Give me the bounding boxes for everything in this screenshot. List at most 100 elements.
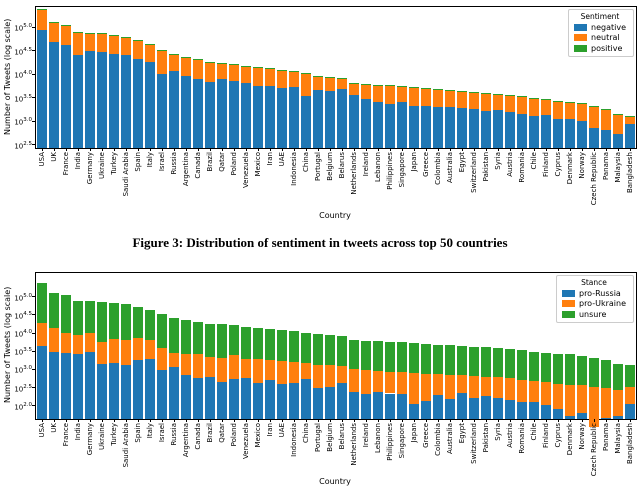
x-tick-mark: [126, 419, 127, 422]
bar-denmark-pro-Ukraine: [565, 384, 575, 417]
bar-qatar-unsure: [217, 324, 227, 358]
x-tick-mark: [42, 148, 43, 151]
x-tick-mark: [606, 419, 607, 422]
x-tick-label-uae: UAE: [277, 423, 286, 438]
bar-chile-pro-Ukraine: [529, 380, 539, 403]
x-tick-label-switzerland: Switzerland: [469, 152, 478, 193]
x-tick-mark: [54, 419, 55, 422]
y-tick-mark: [32, 368, 35, 370]
x-tick-mark: [522, 148, 523, 151]
x-tick-mark: [294, 419, 295, 422]
x-tick-label-japan: Japan: [409, 152, 418, 172]
bar-norway-neutral: [577, 104, 587, 121]
x-tick-label-portugal: Portugal: [313, 423, 322, 452]
x-tick-mark: [558, 419, 559, 422]
bar-italy-negative: [145, 61, 155, 148]
bar-greece-pro-Russia: [421, 401, 431, 419]
bar-iran-pro-Ukraine: [265, 360, 275, 381]
x-tick-label-syria: Syria: [493, 152, 502, 170]
bar-australia-unsure: [445, 345, 455, 375]
x-tick-label-philippines: Philippines: [385, 152, 394, 190]
legend-title: Stance: [581, 278, 607, 287]
bar-egypt-unsure: [457, 345, 467, 376]
bar-indonesia-positive: [289, 70, 299, 72]
bar-israel-unsure: [157, 314, 167, 348]
bar-argentina-pro-Russia: [181, 374, 191, 419]
x-tick-mark: [198, 419, 199, 422]
bar-chile-pro-Russia: [529, 402, 539, 419]
bar-egypt-positive: [457, 90, 467, 92]
x-tick-label-spain: Spain: [133, 152, 142, 172]
bar-uk-pro-Russia: [49, 351, 59, 419]
bar-austria-unsure: [505, 349, 515, 379]
x-tick-label-lebanon: Lebanon: [373, 152, 382, 182]
legend-item-pro-ukraine: pro-Ukraine: [561, 299, 626, 308]
bar-syria-pro-Russia: [493, 397, 503, 419]
x-tick-mark: [162, 148, 163, 151]
bar-greece-pro-Ukraine: [421, 374, 431, 402]
bar-mexico-pro-Russia: [253, 382, 263, 419]
legend: Stance pro-Russia pro-Ukraine unsure: [555, 275, 634, 323]
bar-france-unsure: [61, 295, 71, 334]
x-tick-label-uk: UK: [49, 423, 58, 433]
bar-austria-neutral: [505, 95, 515, 113]
bar-mexico-neutral: [253, 68, 263, 86]
x-tick-label-ireland: Ireland: [361, 423, 370, 448]
x-tick-label-pakistan: Pakistan: [481, 423, 490, 453]
y-tick-mark: [32, 144, 35, 146]
bar-romania-pro-Ukraine: [517, 379, 527, 403]
bar-canada-pro-Ukraine: [193, 354, 203, 379]
bar-venezuela-positive: [241, 65, 251, 67]
legend-swatch-negative: [574, 23, 587, 31]
x-tick-label-switzerland: Switzerland: [469, 423, 478, 464]
x-tick-label-india: India: [73, 152, 82, 170]
x-tick-label-brazil: Brazil: [205, 152, 214, 172]
x-tick-mark: [306, 148, 307, 151]
bar-poland-unsure: [229, 325, 239, 355]
bar-panama-negative: [601, 130, 611, 148]
bar-germany-pro-Ukraine: [85, 333, 95, 352]
x-tick-label-turkey: Turkey: [109, 152, 118, 175]
legend-item-pro-russia: pro-Russia: [561, 289, 626, 298]
x-tick-mark: [102, 419, 103, 422]
x-tick-mark: [546, 419, 547, 422]
bar-pakistan-negative: [481, 111, 491, 148]
bar-malaysia-neutral: [613, 114, 623, 135]
x-tick-mark: [270, 419, 271, 422]
x-tick-label-saudi-arabia: Saudi Arabia: [121, 423, 130, 468]
x-tick-label-usa: USA: [37, 423, 46, 438]
bar-brazil-negative: [205, 82, 215, 148]
x-tick-mark: [342, 419, 343, 422]
bar-canada-positive: [193, 59, 203, 60]
x-tick-mark: [534, 419, 535, 422]
x-tick-label-germany: Germany: [85, 152, 94, 185]
x-tick-mark: [234, 419, 235, 422]
bar-turkey-neutral: [109, 35, 119, 55]
x-tick-label-argentina: Argentina: [181, 152, 190, 187]
x-tick-label-indonesia: Indonesia: [289, 423, 298, 457]
x-tick-mark: [426, 419, 427, 422]
bar-indonesia-unsure: [289, 330, 299, 363]
bar-qatar-positive: [217, 62, 227, 64]
x-tick-mark: [258, 148, 259, 151]
bar-malaysia-positive: [613, 113, 623, 115]
x-tick-label-uk: UK: [49, 152, 58, 162]
bar-finland-neutral: [541, 100, 551, 116]
bar-canada-unsure: [193, 321, 203, 355]
bar-argentina-pro-Ukraine: [181, 353, 191, 375]
bar-czech-republic-pro-Ukraine: [589, 387, 599, 428]
bar-brazil-unsure: [205, 323, 215, 358]
x-tick-mark: [486, 148, 487, 151]
x-tick-mark: [510, 419, 511, 422]
bar-italy-pro-Russia: [145, 358, 155, 419]
bar-india-neutral: [73, 32, 83, 56]
bar-pakistan-neutral: [481, 93, 491, 112]
bar-finland-negative: [541, 115, 551, 148]
x-tick-label-australia: Australia: [445, 423, 454, 454]
x-tick-label-syria: Syria: [493, 423, 502, 441]
bar-indonesia-negative: [289, 87, 299, 148]
bar-poland-neutral: [229, 64, 239, 82]
bar-colombia-pro-Ukraine: [433, 374, 443, 396]
y-tick-mark: [32, 332, 35, 334]
bar-bangladesh-positive: [625, 115, 635, 117]
